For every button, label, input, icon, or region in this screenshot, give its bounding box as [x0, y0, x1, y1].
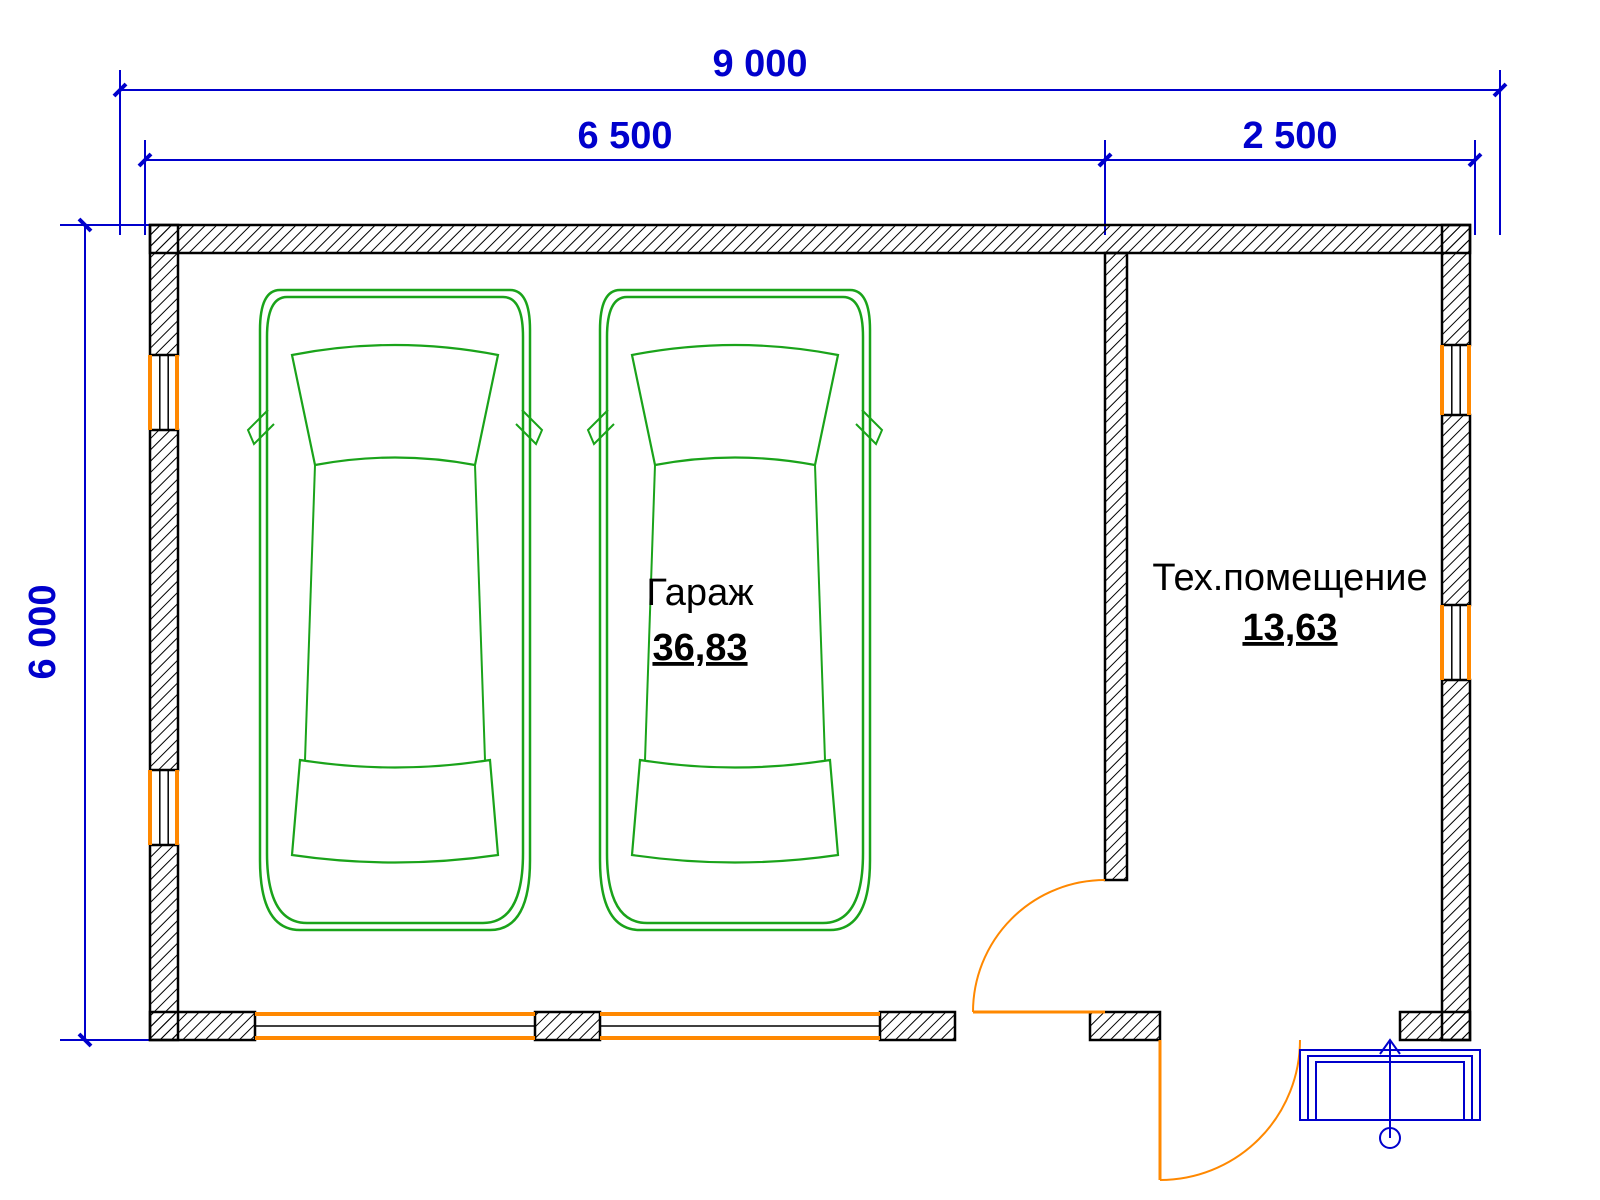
dimensions — [60, 70, 1500, 1040]
room-garage-name: Гараж — [646, 572, 754, 614]
dim-left: 6 000 — [22, 584, 64, 679]
dim-top-outer: 9 000 — [712, 43, 807, 85]
cars — [248, 290, 882, 930]
car-icon — [248, 290, 542, 930]
room-garage-area: 36,83 — [652, 627, 747, 669]
dim-top-left: 6 500 — [577, 115, 672, 157]
dim-top-right: 2 500 — [1242, 115, 1337, 157]
wall-openings — [150, 345, 1469, 1038]
room-tech-area: 13,63 — [1242, 607, 1337, 649]
room-tech-name: Тех.помещение — [1152, 557, 1427, 599]
